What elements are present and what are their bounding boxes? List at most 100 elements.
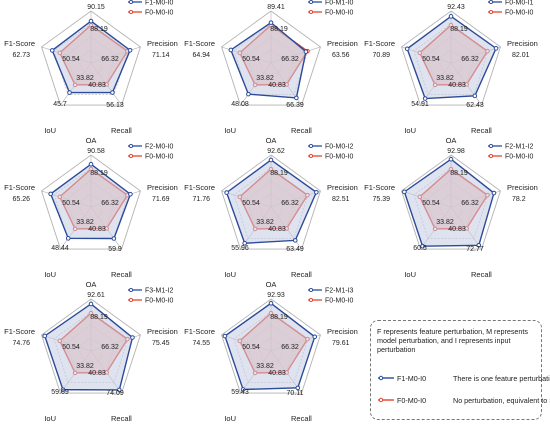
legend-desc: No perturbation, equivalent to SL [453, 396, 550, 405]
legend-series-name: F0-M0-I0 [145, 10, 174, 17]
ring-label: 33.82 [256, 363, 274, 370]
data-point [292, 238, 298, 243]
series-area [224, 302, 316, 391]
axis-label-precision: Precision [147, 183, 178, 192]
data-point [88, 301, 94, 307]
grid-ring [221, 298, 321, 394]
data-point [88, 161, 94, 167]
legend-series-name: F0-M0-I0 [145, 154, 174, 161]
data-point [420, 243, 425, 249]
value-label: 74.55 [192, 340, 210, 347]
data-point [228, 47, 234, 53]
data-point [422, 96, 428, 101]
value-label: 64.94 [192, 52, 210, 59]
data-point [117, 387, 122, 393]
red-line-marker-icon [378, 397, 394, 403]
axis-label-precision: Precision [507, 39, 538, 48]
value-label: 59.43 [231, 389, 249, 396]
legend-marker [128, 0, 134, 5]
ring-label: 66.32 [281, 56, 299, 63]
data-point [128, 191, 133, 197]
axis-label-recall: Recall [291, 414, 312, 423]
axis-label-iou: IoU [224, 270, 236, 279]
axis-label-oa: OA [86, 280, 97, 289]
legend-series-name: F1-M0-I0 [145, 0, 174, 7]
series-area [49, 163, 132, 240]
value-label: 90.58 [87, 148, 105, 155]
data-point [268, 301, 274, 306]
ring-label: 88.19 [90, 170, 108, 177]
series-area [406, 15, 497, 100]
value-label: 56.13 [106, 102, 124, 109]
legend-series-name: F0-M0-I0 [145, 298, 174, 305]
series-area [43, 303, 134, 391]
value-label: 92.93 [267, 292, 285, 299]
legend-label: F1-M0-I0 [397, 374, 427, 383]
value-label: 48.44 [51, 245, 69, 252]
legend-series-name: F2-M0-I0 [145, 144, 174, 151]
data-point [88, 18, 94, 24]
axis-label-iou: IoU [224, 126, 236, 135]
ring-label: 66.32 [281, 344, 299, 351]
data-point [312, 334, 318, 340]
grid-ring [41, 154, 141, 250]
value-label: 92.62 [267, 148, 285, 155]
value-label: 71.76 [192, 196, 210, 203]
value-label: 45.7 [53, 101, 67, 108]
axis-label-f1-score: F1-Score [184, 327, 215, 336]
value-label: 48.08 [231, 101, 249, 108]
ring-label: 50.54 [62, 200, 80, 207]
axis-label-recall: Recall [111, 414, 132, 423]
data-point [448, 156, 454, 162]
axis-label-oa: OA [86, 136, 97, 145]
data-point [49, 48, 55, 53]
data-point [268, 20, 274, 25]
legend-marker [488, 0, 494, 5]
ring-label: 66.32 [461, 200, 479, 207]
axis-label-f1-score: F1-Score [364, 39, 395, 48]
legend-series-name: F0-M0-I0 [505, 154, 534, 161]
axis-label-f1-score: F1-Score [4, 39, 35, 48]
axis-label-precision: Precision [147, 39, 178, 48]
ring-label: 66.32 [101, 344, 119, 351]
ring-label: 88.19 [90, 26, 108, 33]
legend-marker [128, 153, 134, 159]
data-point [224, 190, 229, 195]
ring-label: 40.83 [268, 82, 286, 89]
series-area [225, 159, 318, 244]
data-point [491, 190, 497, 196]
legend-note: F represents feature perturbation, M rep… [377, 327, 529, 354]
legend-marker [308, 297, 314, 303]
legend-series-name: F0-M0-I0 [505, 10, 534, 17]
ring-label: 40.83 [268, 370, 286, 377]
ring-label: 50.54 [62, 56, 80, 63]
value-label: 65.26 [12, 196, 30, 203]
value-label: 62.73 [12, 52, 30, 59]
ring-label: 33.82 [76, 363, 94, 370]
value-label: 75.45 [152, 340, 170, 347]
legend-series-name: F0-M0-I0 [325, 10, 354, 17]
value-label: 82.51 [332, 196, 350, 203]
legend-series-name: F3-M1-I2 [145, 288, 174, 295]
data-point [242, 240, 247, 246]
ring-label: 50.54 [62, 344, 80, 351]
value-label: 60.5 [413, 245, 427, 252]
data-point [404, 46, 410, 52]
axis-label-iou: IoU [44, 414, 56, 423]
value-label: 63.49 [286, 246, 304, 253]
series-area [229, 21, 307, 99]
value-label: 54.91 [411, 101, 429, 108]
axis-label-recall: Recall [291, 270, 312, 279]
legend-marker [128, 297, 134, 303]
ring-label: 40.83 [448, 82, 466, 89]
data-point [476, 242, 482, 248]
ring-label: 50.54 [422, 56, 440, 63]
legend-marker [308, 287, 314, 293]
axis-label-iou: IoU [404, 270, 416, 279]
